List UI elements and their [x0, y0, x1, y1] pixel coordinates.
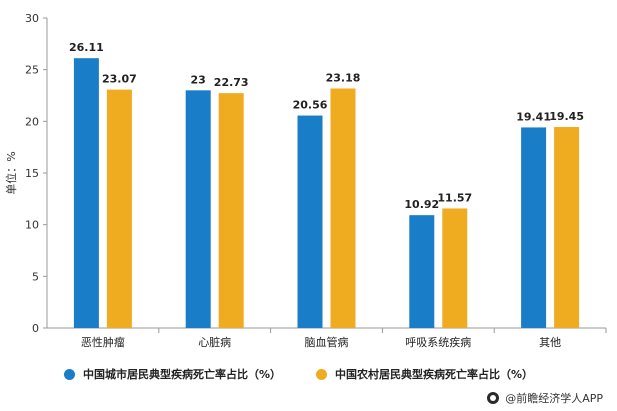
- legend-swatch-rural: [316, 368, 327, 380]
- y-tick-label: 20: [25, 115, 39, 128]
- bar-city: [73, 58, 99, 329]
- y-axis-title: 单位：%: [4, 151, 18, 194]
- data-label-city: 19.41: [516, 110, 551, 123]
- source-credit: @前瞻经济学人APP: [487, 390, 603, 406]
- bar-city: [521, 127, 547, 329]
- data-label-rural: 11.57: [437, 191, 472, 204]
- data-label-city: 10.92: [404, 198, 439, 211]
- bars: [73, 58, 580, 329]
- data-label-city: 20.56: [293, 99, 328, 112]
- bar-rural: [442, 208, 468, 328]
- legend-label-rural: 中国农村居民典型疾病死亡率占比（%）: [335, 368, 534, 381]
- x-tick-label: 呼吸系统疾病: [405, 335, 471, 349]
- bar-rural: [218, 93, 244, 328]
- data-label-city: 26.11: [69, 41, 104, 54]
- bar-city: [297, 115, 323, 329]
- legend-label-city: 中国城市居民典型疾病死亡率占比（%）: [83, 368, 282, 381]
- source-logo-icon: [487, 392, 500, 404]
- axes: 0 5 10 15 20 25 30 单位：% 恶性肿瘤 心脏病 脑血管病 呼吸系统疾病 其他: [4, 12, 607, 349]
- bar-rural: [106, 89, 132, 328]
- legend: 中国城市居民典型疾病死亡率占比（%） 中国农村居民典型疾病死亡率占比（%）: [0, 366, 617, 388]
- bar-city: [409, 215, 435, 328]
- x-tick-label: 脑血管病: [305, 335, 349, 349]
- bar-city: [185, 90, 211, 328]
- data-label-rural: 23.07: [102, 73, 137, 86]
- data-label-rural: 22.73: [214, 76, 249, 89]
- legend-item-rural: 中国农村居民典型疾病死亡率占比（%）: [316, 366, 533, 382]
- y-tick-label: 10: [25, 219, 39, 232]
- x-tick-label: 心脏病: [198, 335, 231, 349]
- bar-rural: [330, 88, 356, 329]
- y-tick-label: 0: [32, 322, 39, 335]
- chart: 0 5 10 15 20 25 30 单位：% 恶性肿瘤 心脏病 脑血管病 呼吸系统疾病 其他 26.1…: [4, 12, 607, 349]
- y-tick-label: 30: [25, 12, 39, 25]
- data-label-rural: 23.18: [326, 71, 361, 84]
- data-label-city: 23: [191, 73, 206, 86]
- y-tick-label: 5: [32, 270, 39, 283]
- legend-swatch-city: [64, 368, 75, 380]
- y-tick-label: 25: [25, 64, 39, 77]
- y-tick-label: 15: [25, 167, 39, 180]
- x-tick-label: 其他: [539, 336, 561, 349]
- source-text: @前瞻经济学人APP: [505, 392, 603, 405]
- data-label-rural: 19.45: [549, 110, 584, 123]
- bar-rural: [554, 127, 580, 329]
- x-tick-label: 恶性肿瘤: [81, 335, 125, 349]
- legend-item-city: 中国城市居民典型疾病死亡率占比（%）: [64, 366, 281, 382]
